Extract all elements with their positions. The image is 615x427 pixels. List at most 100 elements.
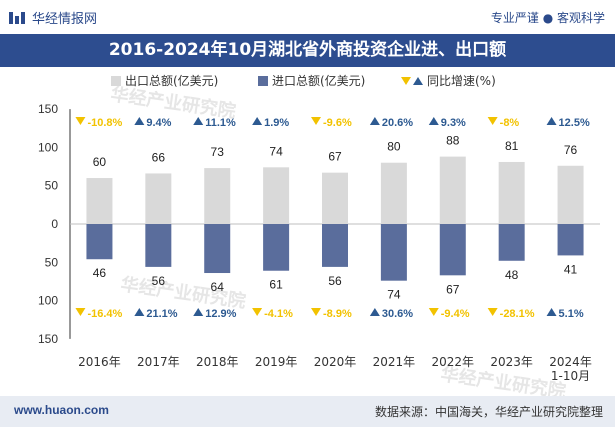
legend-swatch-import [258, 76, 268, 86]
export-growth-label: 12.5% [559, 117, 590, 129]
legend-growth: 同比增速(%) [427, 74, 496, 88]
y-tick-label: 50 [45, 179, 59, 193]
footer-source: 数据来源：中国海关，华经产业研究院整理 [374, 405, 603, 419]
import-growth-label: 5.1% [559, 308, 584, 320]
export-growth-label: 9.3% [441, 117, 466, 129]
export-growth-label-up-icon [134, 117, 145, 125]
export-growth-label-down-icon [311, 117, 321, 125]
import-growth-label-up-icon [369, 308, 380, 316]
export-growth-label-up-icon [546, 117, 557, 125]
export-value-label: 67 [328, 150, 342, 164]
brand-name: 华经情报网 [32, 12, 98, 27]
y-tick-label: 100 [38, 294, 58, 308]
import-growth-label-up-icon [193, 308, 204, 316]
export-growth-label: 1.9% [264, 117, 289, 129]
title-bar [0, 34, 615, 67]
import-bar [380, 224, 407, 281]
x-tick-label: 2024年 [549, 355, 592, 369]
import-value-label: 56 [328, 274, 342, 288]
y-tick-label: 100 [38, 140, 58, 154]
import-value-label: 67 [446, 282, 460, 296]
export-value-label: 76 [564, 143, 578, 157]
x-tick-label: 2019年 [255, 355, 298, 369]
export-bar [498, 161, 525, 224]
y-tick-label: 0 [51, 217, 58, 231]
brand-logo-icon [9, 11, 25, 24]
legend-up-icon [413, 77, 423, 85]
export-value-label: 73 [211, 145, 225, 159]
export-bar [263, 167, 290, 224]
x-tick-label: 2016年 [78, 355, 121, 369]
import-bar [498, 224, 525, 261]
y-tick-label: 50 [45, 255, 59, 269]
import-bar [439, 224, 466, 276]
footer-bar [0, 396, 615, 427]
legend-import: 进口总额(亿美元) [272, 73, 365, 88]
import-growth-label: 21.1% [146, 308, 177, 320]
export-value-label: 80 [387, 140, 401, 154]
export-growth-label: -8% [500, 117, 520, 129]
top-bar: 华经情报网 专业严谨 ● 客观科学 [0, 0, 615, 34]
export-bar [322, 172, 348, 224]
x-tick-label: 2020年 [314, 355, 357, 369]
import-value-label: 64 [211, 280, 225, 294]
import-value-label: 61 [269, 278, 283, 292]
legend-export: 出口总额(亿美元) [125, 73, 218, 88]
import-value-label: 46 [93, 266, 107, 280]
import-growth-label: -8.9% [323, 308, 352, 320]
legend-down-icon [401, 77, 411, 85]
watermark-1: 华经产业研究院 [119, 273, 247, 312]
export-bar [557, 165, 584, 224]
export-growth-label-up-icon [252, 117, 263, 125]
import-growth-label: -4.1% [264, 308, 293, 320]
export-growth-label: -9.6% [323, 117, 352, 129]
y-tick-label: 150 [38, 102, 58, 116]
export-bar [145, 173, 172, 224]
x-tick-label: 2017年 [137, 355, 180, 369]
import-growth-label: -28.1% [500, 308, 535, 320]
import-growth-label-up-icon [134, 308, 145, 316]
import-bar [263, 224, 290, 271]
legend-swatch-export [111, 76, 121, 86]
import-growth-label: 30.6% [382, 308, 413, 320]
x-tick-label: 1-10月 [551, 369, 590, 383]
import-growth-label-down-icon [252, 308, 263, 316]
export-growth-label-up-icon [428, 117, 439, 125]
import-bar [145, 224, 172, 267]
tagline: 专业严谨 ● 客观科学 [490, 11, 605, 25]
y-tick-label: 150 [38, 332, 58, 346]
export-value-label: 81 [505, 139, 519, 153]
export-growth-label-down-icon [75, 117, 86, 125]
export-bar [204, 168, 231, 224]
x-tick-label: 2022年 [432, 355, 475, 369]
export-value-label: 88 [446, 134, 460, 148]
import-growth-label-down-icon [311, 308, 321, 316]
import-bar [322, 224, 348, 267]
import-growth-label-down-icon [428, 308, 439, 316]
export-bar [380, 162, 407, 224]
export-growth-label-up-icon [193, 117, 204, 125]
import-bar [86, 224, 113, 260]
import-value-label: 41 [564, 262, 578, 276]
export-value-label: 66 [152, 150, 166, 164]
x-tick-label: 2023年 [490, 355, 533, 369]
export-growth-label: 9.4% [146, 117, 171, 129]
import-growth-label-down-icon [487, 308, 498, 316]
import-growth-label-down-icon [75, 308, 86, 316]
export-growth-label: -10.8% [87, 117, 122, 129]
import-growth-label: -16.4% [87, 308, 122, 320]
import-value-label: 74 [387, 288, 401, 302]
export-value-label: 74 [269, 144, 283, 158]
footer-website[interactable]: www.huaon.com [14, 403, 109, 417]
import-bar [557, 224, 584, 256]
export-bar [86, 178, 113, 224]
brand: 华经情报网 [8, 8, 97, 27]
export-growth-label-up-icon [369, 117, 380, 125]
import-growth-label: 12.9% [205, 308, 236, 320]
import-growth-label: -9.4% [441, 308, 470, 320]
import-value-label: 56 [152, 274, 166, 288]
import-growth-label-up-icon [546, 308, 557, 316]
x-tick-label: 2018年 [196, 355, 239, 369]
export-bar [439, 156, 466, 224]
